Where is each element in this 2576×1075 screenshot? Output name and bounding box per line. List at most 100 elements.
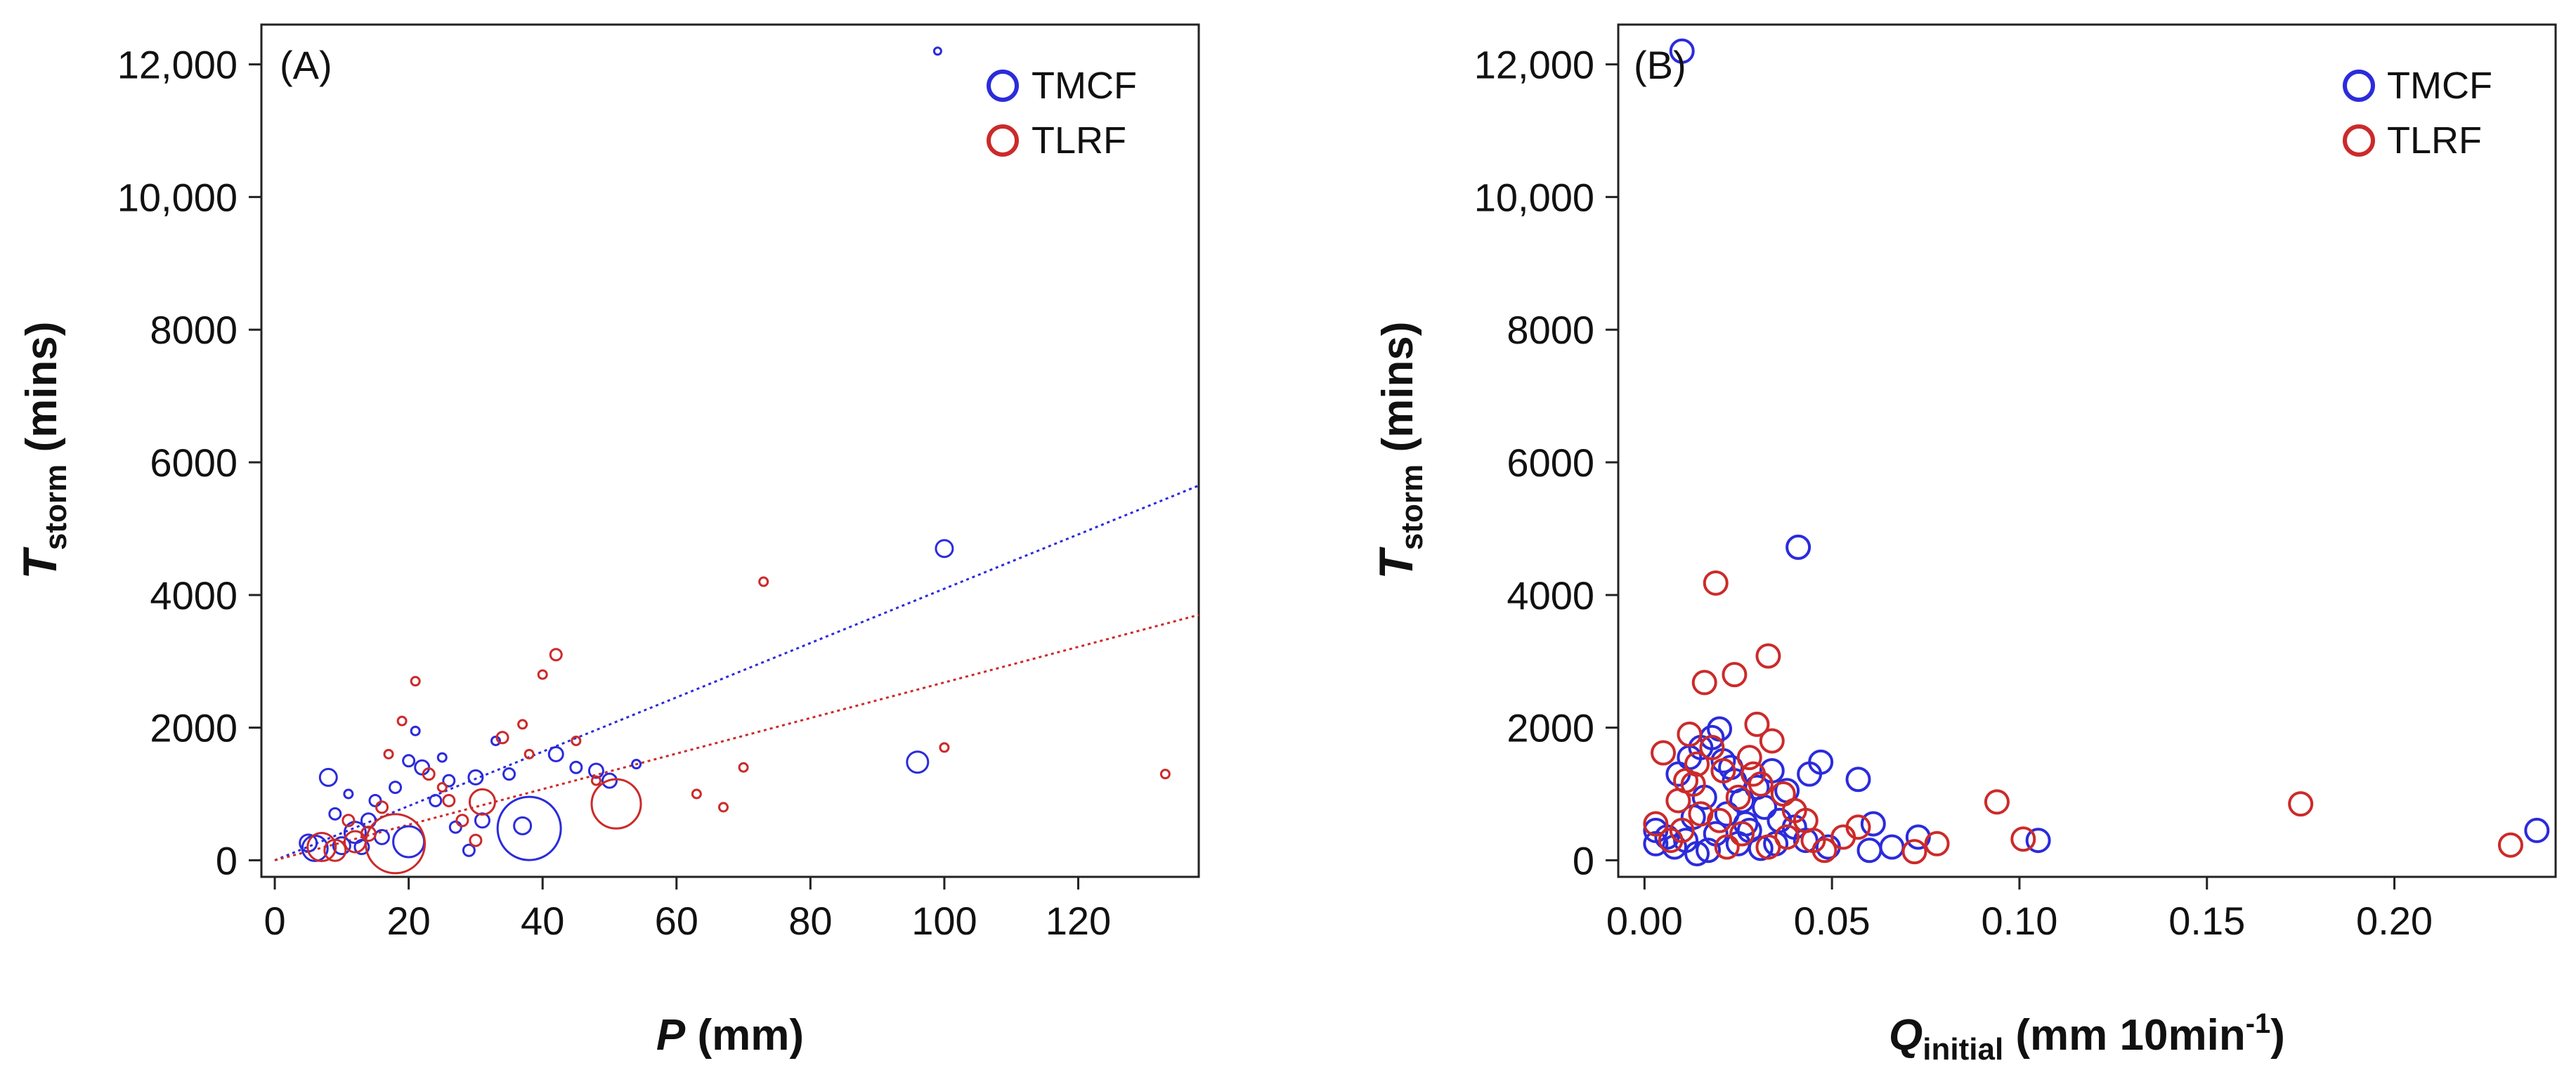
panel-b-point-tmcf xyxy=(2524,817,2550,843)
panel-b-point-tlrf xyxy=(1759,728,1785,754)
panel-a-point-tmcf xyxy=(368,793,382,807)
panel-b-point-tmcf xyxy=(1696,838,1722,864)
panel-a-point-tmcf xyxy=(343,788,354,800)
panel-b-point-tlrf xyxy=(1744,711,1770,737)
panel-a-x-axis-title-rest: (mm) xyxy=(685,1011,804,1060)
panel-a-scatter-chart: 0 20 40 60 80 100 120 0 2000 4000 6000 8000 10,000 1… xyxy=(13,23,1200,1060)
panel-a-point-tmcf xyxy=(513,816,533,835)
panel-b-x-axis-title: Qinitial (mm 10min-1) xyxy=(1889,1008,2285,1067)
panel-a-y-tick-label: 4000 xyxy=(150,573,238,618)
panel-b-point-tlrf xyxy=(1725,784,1751,810)
panel-a-point-tmcf xyxy=(490,735,501,746)
panel-b-legend-tmcf-marker xyxy=(2343,70,2375,102)
panel-a-label: (A) xyxy=(280,43,332,87)
panel-b-point-tlrf xyxy=(1643,811,1669,837)
panel-b-x-tick-label: 0.20 xyxy=(2356,899,2433,943)
panel-a-y-tick-label: 0 xyxy=(216,838,238,882)
panel-b-y-tick-label: 4000 xyxy=(1507,573,1594,618)
panel-a-point-tlrf xyxy=(383,748,394,760)
panel-a-y-axis-title-main: T xyxy=(13,547,67,580)
panel-a-point-tlrf xyxy=(442,793,456,807)
panel-a-point-tlrf xyxy=(343,830,367,854)
panel-a-x-tick-label: 120 xyxy=(1046,899,1111,943)
panel-b-point-tlrf xyxy=(1811,838,1837,864)
panel-a-y-axis-title-sub: storm xyxy=(39,464,73,550)
panel-a-point-tmcf xyxy=(389,781,403,795)
panel-b-point-tlrf xyxy=(1680,771,1706,797)
panel-b-label: (B) xyxy=(1634,43,1686,87)
panel-b-point-tlrf xyxy=(1774,824,1800,850)
panel-b-y-axis-title-rest: (mins) xyxy=(1374,321,1422,464)
panel-a-point-tmcf xyxy=(448,820,462,834)
panel-a-point-tlrf xyxy=(323,838,347,862)
panel-b-y-tick-label: 6000 xyxy=(1507,441,1594,485)
panel-b-point-tmcf xyxy=(1669,38,1695,64)
panel-a-point-tlrf xyxy=(396,715,408,727)
panel-a-x-axis-title: P (mm) xyxy=(656,1011,804,1060)
panel-a-x-tick-label: 100 xyxy=(911,899,977,943)
panel-a-point-tmcf xyxy=(332,836,351,856)
panel-b-point-tlrf xyxy=(1714,834,1740,860)
panel-b-point-tmcf xyxy=(1785,534,1811,560)
panel-a-point-tlrf xyxy=(939,742,950,753)
panel-a-point-tlrf xyxy=(1159,769,1171,780)
panel-b-point-tlrf xyxy=(1722,662,1748,688)
panel-a-point-tmcf xyxy=(547,745,564,762)
panel-b-point-tmcf xyxy=(1856,838,1882,864)
panel-a-point-tlrf xyxy=(455,814,469,828)
panel-a-point-tlrf xyxy=(537,669,548,680)
panel-a-point-tlrf xyxy=(590,775,601,786)
panel-b-point-tlrf xyxy=(1924,830,1950,856)
panel-b-point-tlrf xyxy=(1830,824,1856,850)
panel-a-legend-tlrf-marker xyxy=(987,124,1019,157)
panel-a-y-tick-label: 8000 xyxy=(150,308,238,352)
panel-a-point-tmcf xyxy=(474,812,490,829)
panel-a-point-tmcf xyxy=(496,795,562,861)
panel-a-point-tmcf xyxy=(932,46,942,56)
panel-a-point-tlrf xyxy=(422,767,436,781)
panel-b-y-tick-label: 0 xyxy=(1573,838,1594,882)
panel-a-y-tick-label: 10,000 xyxy=(117,175,238,219)
panel-a-point-tlrf xyxy=(375,800,389,814)
panel-a-point-tlrf xyxy=(360,826,377,842)
panel-b-point-tmcf xyxy=(2025,828,2051,854)
panel-b-point-tlrf xyxy=(1984,789,2010,815)
panel-b-x-tick-label: 0.15 xyxy=(2168,899,2245,943)
panel-a-point-tmcf xyxy=(392,825,426,859)
panel-a-y-axis: 0 2000 4000 6000 8000 10,000 12,000 xyxy=(117,43,261,882)
panel-a-point-tlrf xyxy=(523,748,535,760)
panel-b-point-tlrf xyxy=(1755,643,1781,669)
panel-a-point-tmcf xyxy=(353,839,370,856)
panel-a-point-tlrf xyxy=(306,832,337,863)
panel-b-x-axis-title-sub: initial xyxy=(1923,1032,2003,1067)
panel-a-point-tlrf xyxy=(758,576,769,587)
panel-b-y-axis-title-sub: storm xyxy=(1395,464,1429,550)
panel-b-point-tlrf xyxy=(1665,788,1691,814)
panel-a-point-tmcf xyxy=(402,754,416,768)
panel-b-point-tmcf xyxy=(1643,830,1669,856)
panel-b-point-tlrf xyxy=(1707,807,1733,833)
panel-b-marks xyxy=(1643,38,2550,866)
panel-b-y-tick-label: 10,000 xyxy=(1474,175,1594,219)
panel-a-legend: TMCF TLRF xyxy=(987,65,1137,162)
panel-b-x-axis-title-rest: (mm 10min xyxy=(2003,1011,2246,1060)
panel-b-y-tick-label: 8000 xyxy=(1507,308,1594,352)
panel-a-point-tlrf xyxy=(341,814,356,828)
panel-b-point-tmcf xyxy=(1845,767,1871,793)
panel-a-point-tlrf xyxy=(468,788,496,816)
panel-b-y-tick-label: 12,000 xyxy=(1474,43,1594,87)
panel-a-point-tmcf xyxy=(374,828,391,845)
panel-b-y-axis-title: Tstorm (mins) xyxy=(1370,321,1429,579)
panel-a-marks xyxy=(274,46,1199,875)
panel-a-point-tmcf xyxy=(906,750,930,774)
panel-b-x-axis: 0.00 0.05 0.10 0.15 0.20 xyxy=(1606,877,2433,943)
panel-b-scatter-chart: 0.00 0.05 0.10 0.15 0.20 0 2000 4000 6000 8000 10… xyxy=(1370,23,2557,1067)
panel-a-point-tlrf xyxy=(717,802,729,813)
panel-a-point-tlrf xyxy=(495,731,509,745)
panel-b-point-tlrf xyxy=(1669,817,1695,843)
panel-b-x-axis-title-sup: -1 xyxy=(2246,1008,2271,1039)
panel-b-point-tlrf xyxy=(1677,722,1703,748)
panel-a-point-tmcf xyxy=(502,767,516,781)
panel-a-point-tlrf xyxy=(365,813,427,875)
